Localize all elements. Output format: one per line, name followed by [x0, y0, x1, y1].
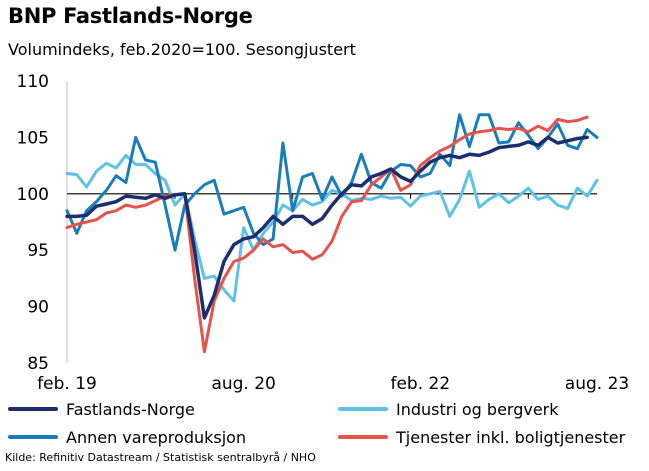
series-line-tjenester-inkl-boligtjenester	[65, 115, 589, 354]
legend-label-annen-vareproduksjon: Annen vareproduksjon	[66, 427, 247, 447]
legend-item-fastlands-norge: Fastlands-Norge	[8, 398, 195, 420]
legend-swatch-industri-og-bergverk	[338, 407, 388, 411]
series-line-fastlands-norge	[65, 135, 589, 320]
x-tick-label: aug. 23	[565, 374, 629, 394]
legend-swatch-tjenester	[338, 435, 388, 439]
y-tick-label: 100	[17, 185, 49, 205]
legend-label-industri-og-bergverk: Industri og bergverk	[396, 399, 559, 419]
legend-swatch-fastlands-norge	[8, 407, 58, 411]
y-tick-label: 90	[27, 298, 49, 318]
y-axis: 85 90 95 100 105 110	[17, 72, 49, 374]
series-line-industri-og-bergverk	[65, 153, 599, 303]
legend-swatch-annen-vareproduksjon	[8, 435, 58, 439]
chart-subtitle: Volumindeks, feb.2020=100. Sesongjustert	[8, 40, 356, 59]
y-tick-label: 110	[17, 72, 49, 92]
chart-title: BNP Fastlands-Norge	[8, 4, 253, 28]
legend-label-tjenester: Tjenester inkl. boligtjenester	[396, 427, 626, 447]
y-tick-label: 85	[27, 354, 49, 374]
series-line-annen-vareproduksjon	[65, 113, 599, 252]
legend-label-fastlands-norge: Fastlands-Norge	[66, 399, 195, 419]
x-tick-label: aug. 20	[211, 374, 275, 394]
y-tick-label: 95	[27, 241, 49, 261]
y-tick-label: 105	[17, 128, 49, 148]
x-tick-label: feb. 22	[390, 374, 450, 394]
x-tick-label: feb. 19	[37, 374, 97, 394]
legend-item-industri-og-bergverk: Industri og bergverk	[338, 398, 559, 420]
legend-item-annen-vareproduksjon: Annen vareproduksjon	[8, 426, 246, 448]
source-note: Kilde: Refinitiv Datastream / Statistisk…	[5, 451, 316, 464]
x-axis: feb. 19 aug. 20 feb. 22 aug. 23	[37, 374, 629, 394]
legend-item-tjenester: Tjenester inkl. boligtjenester	[338, 426, 625, 448]
series-lines	[65, 113, 599, 354]
